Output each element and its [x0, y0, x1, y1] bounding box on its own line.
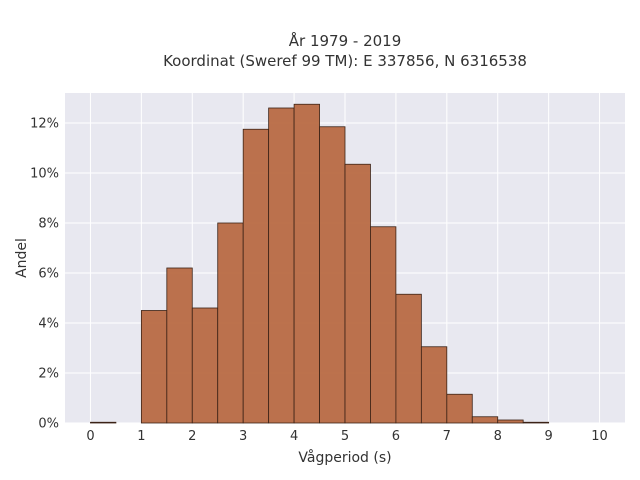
x-tick-labels: 0 1 2 3 4 5 6 7 8 9 10: [86, 429, 608, 444]
x-tick-label: 9: [544, 429, 552, 444]
histogram-bar: [140, 310, 168, 424]
y-tick-label: 4%: [38, 317, 59, 332]
histogram-bar: [497, 419, 524, 424]
x-tick-label: 0: [86, 429, 94, 444]
histogram-bar: [446, 393, 473, 424]
histogram-bar: [191, 307, 219, 424]
chart-title-line-2: Koordinat (Sweref 99 TM): E 337856, N 63…: [163, 52, 527, 70]
y-tick-label: 12%: [30, 117, 59, 132]
y-tick-label: 0%: [38, 417, 59, 432]
y-tick-label: 6%: [38, 267, 59, 282]
x-tick-label: 7: [443, 429, 451, 444]
y-tick-label: 10%: [30, 167, 59, 182]
histogram-bar: [344, 163, 371, 424]
histogram-bar: [370, 226, 397, 424]
histogram-bar: [293, 103, 320, 424]
x-tick-label: 3: [239, 429, 247, 444]
x-axis-label: Vågperiod (s): [298, 449, 391, 466]
histogram-bar: [90, 421, 117, 424]
x-tick-label: 1: [137, 429, 145, 444]
y-tick-label: 2%: [38, 367, 59, 382]
histogram-bar: [268, 107, 295, 424]
chart-title-line-1: År 1979 - 2019: [289, 31, 402, 50]
histogram-bar: [242, 128, 270, 424]
histogram-bar: [420, 346, 448, 424]
histogram-bar: [166, 267, 193, 424]
histogram-bar: [395, 293, 422, 424]
y-axis-label: Andel: [14, 238, 30, 278]
x-tick-label: 6: [392, 429, 400, 444]
x-tick-label: 2: [188, 429, 196, 444]
x-tick-label: 8: [494, 429, 502, 444]
histogram-bar: [319, 126, 346, 424]
x-tick-label: 5: [341, 429, 349, 444]
x-tick-label: 10: [591, 429, 608, 444]
x-tick-label: 4: [290, 429, 298, 444]
histogram-bar: [522, 421, 550, 424]
bars: [90, 103, 550, 424]
y-tick-labels: 0% 2% 4% 6% 8% 10% 12%: [30, 117, 59, 432]
histogram-bar: [471, 416, 499, 424]
histogram-bar: [217, 222, 244, 424]
y-tick-label: 8%: [38, 217, 59, 232]
